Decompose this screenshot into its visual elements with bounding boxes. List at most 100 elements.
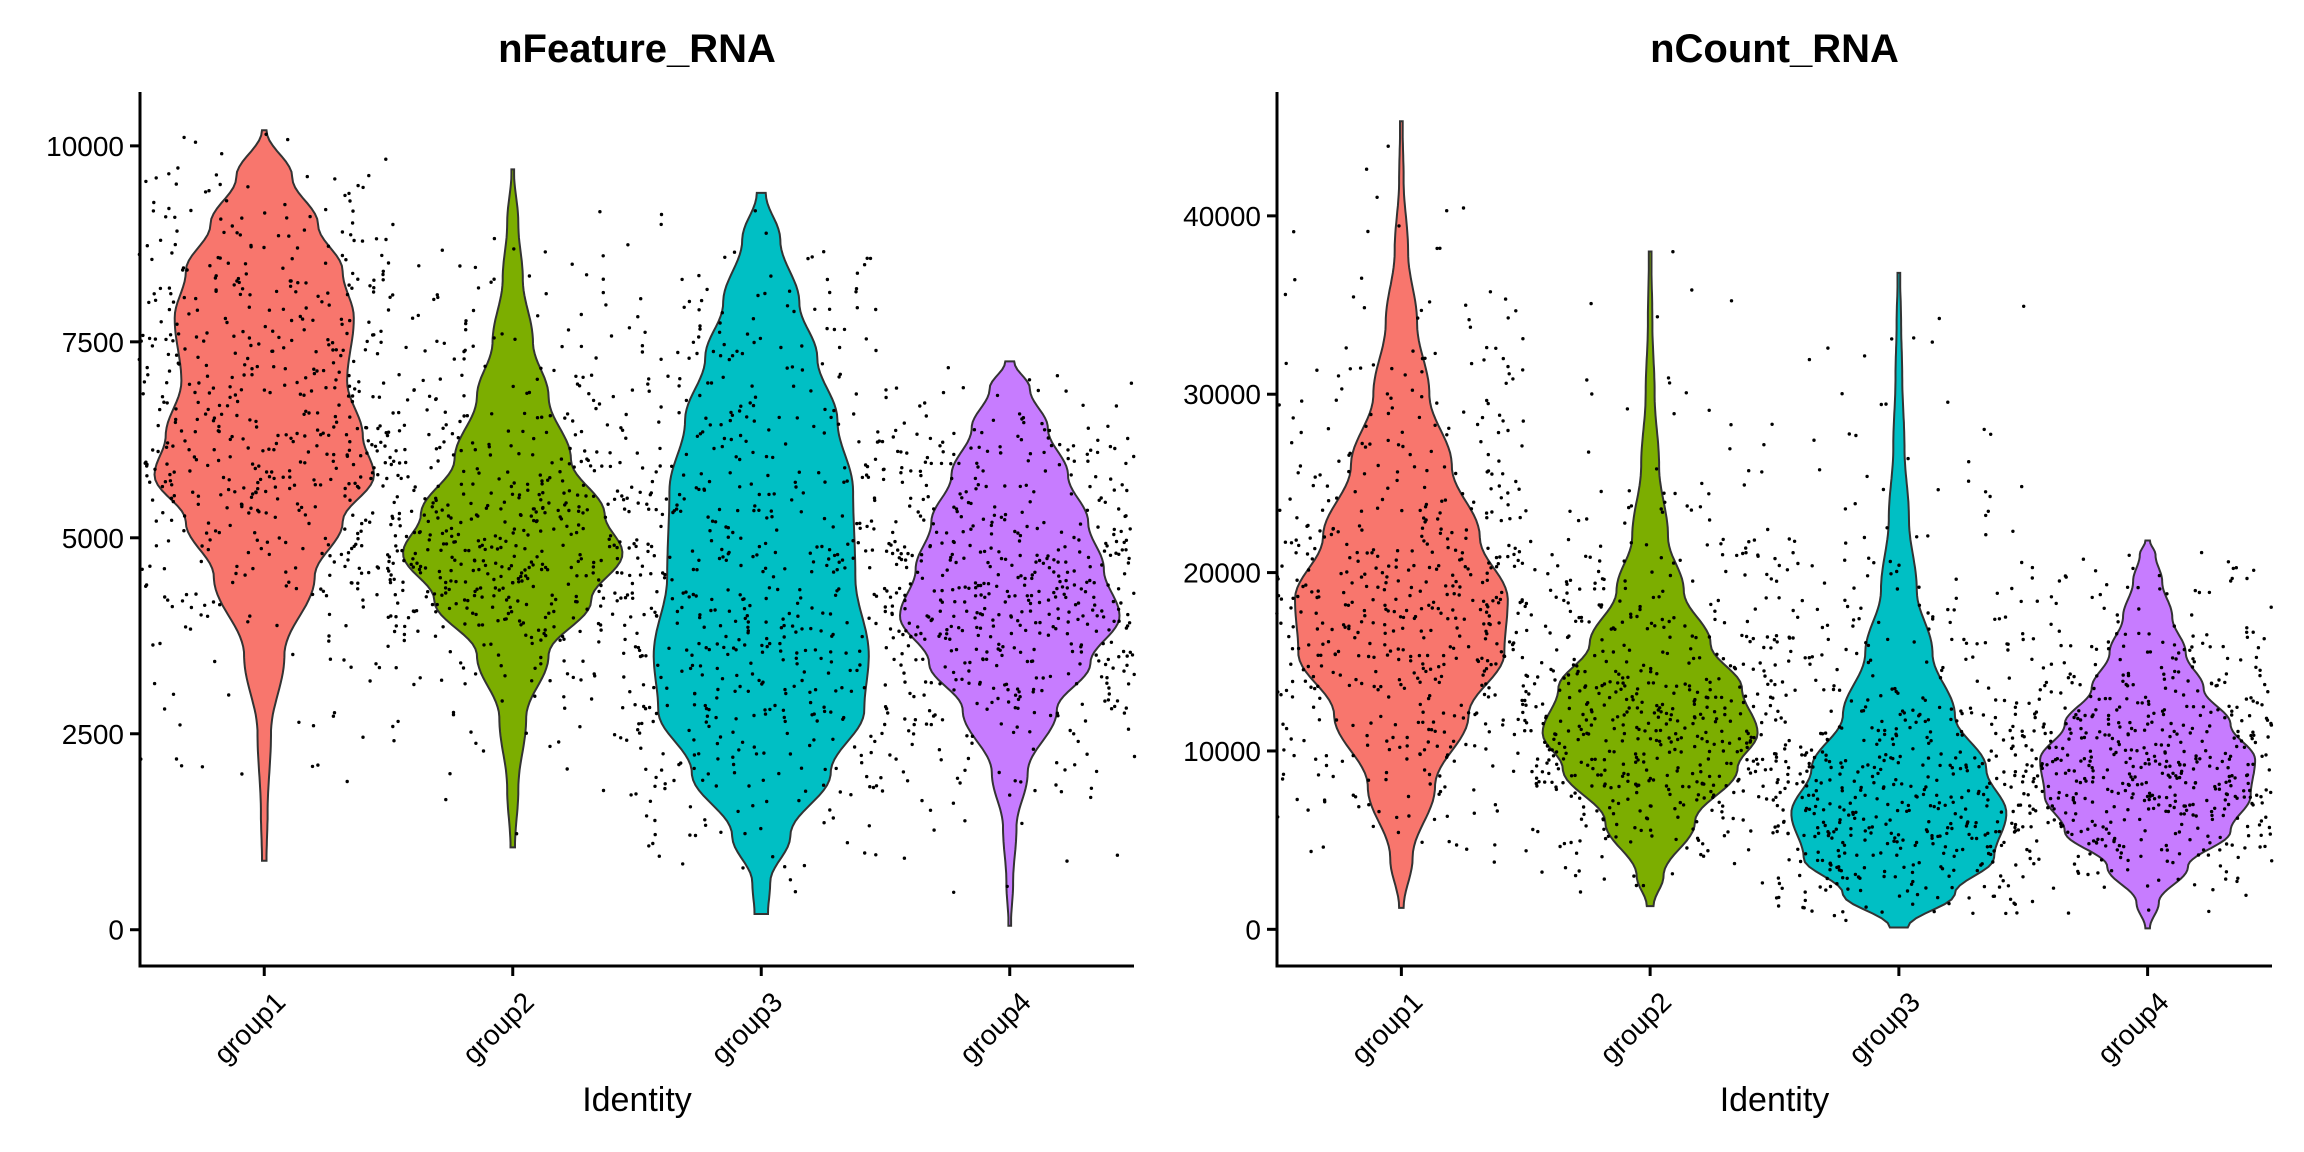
jitter-point [1929, 739, 1933, 743]
jitter-point [1592, 587, 1597, 591]
jitter-point [504, 617, 508, 621]
jitter-point [1820, 625, 1825, 630]
jitter-point [1735, 750, 1740, 754]
jitter-point [386, 308, 391, 312]
jitter-point [1728, 664, 1733, 668]
jitter-point [1954, 596, 1959, 600]
jitter-point [2224, 792, 2229, 796]
jitter-point [1847, 432, 1852, 436]
jitter-point [148, 480, 152, 484]
jitter-point [1379, 714, 1383, 719]
jitter-point [1634, 755, 1639, 760]
jitter-point [926, 495, 930, 499]
jitter-point [512, 481, 516, 485]
jitter-point [1451, 584, 1455, 588]
jitter-point [1498, 555, 1502, 559]
jitter-point [1453, 548, 1458, 552]
jitter-point [1342, 590, 1346, 595]
jitter-point [640, 350, 645, 354]
jitter-point [1584, 824, 1588, 828]
jitter-point [1760, 757, 1765, 762]
jitter-point [1132, 454, 1136, 459]
jitter-point [388, 580, 393, 585]
jitter-point [1374, 566, 1378, 570]
jitter-point [1816, 850, 1820, 854]
jitter-point [1819, 781, 1823, 785]
jitter-point [2006, 642, 2010, 646]
jitter-point [801, 491, 805, 495]
jitter-point [2065, 753, 2070, 757]
jitter-point [1990, 722, 1994, 726]
jitter-point [167, 307, 172, 312]
jitter-point [440, 508, 444, 512]
jitter-point [1565, 591, 1569, 595]
jitter-point [434, 447, 439, 451]
jitter-point [2263, 682, 2267, 687]
jitter-point [2226, 802, 2231, 807]
jitter-point [1523, 604, 1527, 609]
jitter-point [243, 363, 247, 367]
jitter-point [615, 545, 619, 550]
jitter-point [1510, 642, 1515, 647]
jitter-point [283, 367, 287, 371]
jitter-point [770, 515, 774, 519]
jitter-point [233, 351, 237, 355]
jitter-point [1107, 628, 1111, 632]
jitter-point [819, 629, 823, 633]
jitter-point [586, 458, 590, 463]
jitter-point [1769, 646, 1773, 650]
jitter-point [960, 677, 964, 681]
jitter-point [2218, 835, 2222, 840]
jitter-point [910, 553, 914, 558]
jitter-point [748, 401, 752, 405]
jitter-point [714, 784, 718, 788]
jitter-point [2209, 682, 2214, 686]
jitter-point [1622, 771, 1626, 776]
jitter-point [563, 416, 567, 420]
jitter-point [243, 262, 248, 266]
y-tick-label: 0 [1245, 914, 1261, 945]
jitter-point [442, 440, 446, 444]
jitter-point [1478, 607, 1483, 612]
jitter-point [506, 429, 511, 433]
jitter-point [2258, 845, 2262, 849]
violin-group2-nfeature-rna [402, 168, 624, 849]
x-ticks-ncount-rna: group1 group2 group3 group4 [1345, 966, 2175, 1070]
jitter-point [950, 552, 954, 557]
jitter-point [1825, 623, 1830, 627]
jitter-point [228, 523, 232, 528]
jitter-point [150, 344, 155, 348]
jitter-point [1125, 488, 1129, 493]
jitter-point [224, 199, 229, 203]
jitter-point [526, 488, 530, 492]
jitter-point [2126, 858, 2130, 863]
jitter-point [2133, 775, 2137, 779]
jitter-point [843, 566, 847, 570]
jitter-point [2210, 817, 2215, 822]
jitter-point [2112, 752, 2116, 757]
jitter-point [1863, 838, 1867, 842]
jitter-point [902, 856, 907, 860]
jitter-point [664, 497, 669, 501]
jitter-point [2029, 825, 2033, 829]
jitter-point [435, 339, 439, 343]
jitter-point [2139, 854, 2143, 858]
jitter-point [1347, 683, 1352, 688]
jitter-point [154, 544, 159, 548]
jitter-point [1895, 569, 1899, 574]
jitter-point [557, 740, 561, 744]
jitter-point [799, 510, 803, 514]
jitter-point [615, 599, 619, 603]
jitter-point [2160, 771, 2165, 775]
jitter-point [856, 541, 860, 545]
jitter-point [659, 405, 663, 409]
jitter-point [2176, 877, 2180, 881]
jitter-point [860, 761, 864, 765]
jitter-point [1679, 750, 1683, 754]
jitter-point [1095, 614, 1099, 618]
jitter-point [794, 656, 798, 660]
jitter-point [2032, 729, 2036, 733]
jitter-point [1057, 574, 1061, 578]
jitter-point [845, 621, 849, 625]
jitter-point [1472, 811, 1477, 815]
